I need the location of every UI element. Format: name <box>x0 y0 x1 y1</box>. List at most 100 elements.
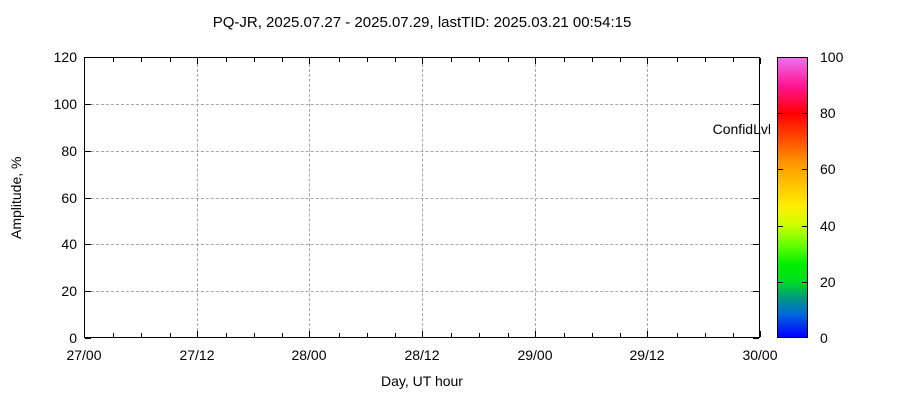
plot-area: ConfidLvl <box>84 57 806 339</box>
x-axis-minor-tick-mirror <box>479 58 480 62</box>
x-axis-minor-tick-mirror <box>705 58 706 62</box>
y-axis-major-tick-mirror <box>753 291 759 292</box>
gridline-vertical <box>647 59 649 336</box>
x-axis-minor-tick-mirror <box>141 58 142 62</box>
y-tick-label: 20 <box>61 283 77 299</box>
x-axis-minor-tick <box>677 333 678 337</box>
x-axis-minor-tick-mirror <box>254 58 255 62</box>
x-axis-major-tick-mirror <box>422 58 423 64</box>
x-axis-minor-tick <box>479 333 480 337</box>
y-axis-major-tick <box>85 291 91 292</box>
x-axis-minor-tick <box>451 333 452 337</box>
y-tick-label: 40 <box>61 236 77 252</box>
y-axis-major-tick-mirror <box>753 244 759 245</box>
colorbar-tick-label: 40 <box>820 218 836 234</box>
colorbar-tick-mirror <box>802 113 807 114</box>
x-axis-minor-tick-mirror <box>339 58 340 62</box>
colorbar-tick-label: 20 <box>820 274 836 290</box>
x-axis-minor-tick <box>705 333 706 337</box>
y-axis-major-tick <box>85 151 91 152</box>
x-tick-label: 27/12 <box>179 347 215 363</box>
y-axis-major-tick-mirror <box>753 198 759 199</box>
x-axis-major-tick <box>84 331 85 337</box>
y-axis-major-tick <box>85 338 91 339</box>
chart-title: PQ-JR, 2025.07.27 - 2025.07.29, lastTID:… <box>212 14 632 31</box>
colorbar-tick-label: 80 <box>820 105 836 121</box>
x-axis-minor-tick-mirror <box>592 58 593 62</box>
colorbar-tick-label: 0 <box>820 330 828 346</box>
x-tick-label: 30/00 <box>742 347 778 363</box>
x-axis-minor-tick-mirror <box>451 58 452 62</box>
x-axis-minor-tick <box>395 333 396 337</box>
y-tick-label: 100 <box>53 96 77 112</box>
y-tick-label: 120 <box>53 49 77 65</box>
y-axis-major-tick-mirror <box>753 57 759 58</box>
colorbar-tick <box>778 226 783 227</box>
colorbar-tick-mirror <box>802 169 807 170</box>
y-axis-major-tick-mirror <box>753 338 759 339</box>
y-tick-label: 60 <box>61 190 77 206</box>
x-axis-major-tick-mirror <box>647 58 648 64</box>
colorbar <box>777 57 808 338</box>
x-axis-major-tick <box>422 331 423 337</box>
x-axis-minor-tick <box>170 333 171 337</box>
x-axis-major-tick <box>309 331 310 337</box>
gridline-vertical <box>534 59 536 336</box>
x-axis-major-tick <box>197 331 198 337</box>
gridline-vertical <box>422 59 423 336</box>
x-axis-minor-tick <box>339 333 340 337</box>
x-tick-label: 28/00 <box>291 347 327 363</box>
x-axis-major-tick-mirror <box>760 58 761 64</box>
x-axis-minor-tick <box>508 333 509 337</box>
x-axis-minor-tick-mirror <box>564 58 565 62</box>
x-axis-minor-tick <box>592 333 593 337</box>
y-axis-major-tick <box>85 244 91 245</box>
gridline-vertical <box>309 59 311 336</box>
legend-label: ConfidLvl <box>712 121 771 137</box>
x-axis-minor-tick <box>226 333 227 337</box>
x-tick-label: 28/12 <box>404 347 440 363</box>
x-axis-minor-tick <box>141 333 142 337</box>
x-axis-minor-tick-mirror <box>620 58 621 62</box>
colorbar-tick-label: 60 <box>820 161 836 177</box>
colorbar-tick <box>778 113 783 114</box>
x-axis-minor-tick <box>733 333 734 337</box>
x-axis-major-tick <box>760 331 761 337</box>
x-axis-minor-tick-mirror <box>367 58 368 62</box>
x-tick-label: 29/12 <box>629 347 665 363</box>
x-axis-minor-tick-mirror <box>226 58 227 62</box>
colorbar-tick-mirror <box>802 226 807 227</box>
x-axis-major-tick <box>535 331 536 337</box>
y-axis-major-tick <box>85 198 91 199</box>
y-axis-title: Amplitude, % <box>8 156 24 239</box>
y-tick-label: 80 <box>61 143 77 159</box>
x-axis-minor-tick-mirror <box>677 58 678 62</box>
colorbar-tick <box>778 169 783 170</box>
x-axis-major-tick-mirror <box>535 58 536 64</box>
y-tick-label: 0 <box>69 330 77 346</box>
x-axis-major-tick <box>647 331 648 337</box>
colorbar-tick <box>778 282 783 283</box>
x-axis-major-tick-mirror <box>197 58 198 64</box>
x-axis-minor-tick-mirror <box>733 58 734 62</box>
y-axis-major-tick <box>85 57 91 58</box>
x-axis-minor-tick <box>254 333 255 337</box>
x-axis-title: Day, UT hour <box>381 373 463 389</box>
x-axis-major-tick-mirror <box>84 58 85 64</box>
x-axis-minor-tick <box>113 333 114 337</box>
y-axis-major-tick-mirror <box>753 104 759 105</box>
x-axis-minor-tick <box>620 333 621 337</box>
x-axis-minor-tick <box>367 333 368 337</box>
x-axis-minor-tick <box>282 333 283 337</box>
colorbar-tick-mirror <box>802 282 807 283</box>
x-axis-major-tick-mirror <box>309 58 310 64</box>
x-axis-minor-tick-mirror <box>282 58 283 62</box>
y-axis-major-tick-mirror <box>753 151 759 152</box>
x-tick-label: 27/00 <box>66 347 102 363</box>
x-axis-minor-tick-mirror <box>395 58 396 62</box>
x-axis-minor-tick-mirror <box>113 58 114 62</box>
x-axis-minor-tick-mirror <box>508 58 509 62</box>
gridline-vertical <box>196 59 198 336</box>
y-axis-major-tick <box>85 104 91 105</box>
